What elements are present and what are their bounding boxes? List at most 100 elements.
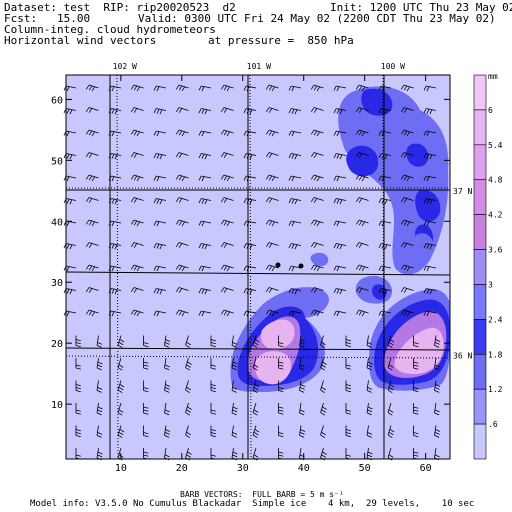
wind-barb — [278, 403, 284, 415]
wind-barb — [198, 220, 212, 227]
county-lines — [65, 75, 451, 459]
wind-barb — [355, 219, 369, 227]
wind-barb — [220, 107, 234, 113]
wind-barb — [220, 309, 234, 317]
city-marker — [298, 263, 304, 269]
wind-barb — [252, 335, 260, 349]
wind-barb — [210, 358, 216, 370]
wind-barb — [153, 175, 167, 182]
wind-barb — [288, 288, 302, 295]
colorbar-label: 1.8 — [488, 350, 503, 359]
model-info: Model info: V3.5.0 No Cumulus Blackadar … — [30, 499, 475, 509]
wind-barb — [243, 288, 257, 295]
wind-barb — [265, 287, 279, 293]
wind-barb — [299, 357, 305, 371]
wind-barb — [366, 425, 373, 438]
wind-barb — [108, 153, 122, 160]
wind-barb — [175, 309, 189, 317]
wind-barb — [96, 357, 103, 371]
latitude-label: 37 N — [453, 187, 472, 196]
wind-barb — [400, 197, 414, 203]
wind-barb — [434, 335, 441, 348]
colorbar: mm 6 5.4 4.8 4.2 3.6 3 2.4 1.8 1.2 .6 — [473, 72, 503, 460]
wind-barb — [310, 242, 324, 248]
wind-barb — [108, 288, 122, 295]
wind-barb — [130, 174, 144, 182]
wind-barb — [265, 219, 279, 227]
wind-barb — [185, 335, 191, 349]
wind-barb — [175, 287, 189, 293]
wind-barb — [345, 425, 351, 438]
wind-barb — [413, 403, 419, 415]
wind-barb — [117, 425, 125, 439]
wind-barb — [400, 129, 414, 137]
wind-barb — [320, 425, 326, 439]
wind-barb — [210, 425, 216, 438]
wind-barb — [130, 84, 144, 92]
wind-barb — [96, 447, 103, 461]
wind-barb — [400, 309, 414, 317]
colorbar-label: 6 — [488, 106, 493, 115]
y-tick-label: 40 — [51, 217, 63, 228]
wind-barb — [265, 84, 279, 92]
wind-barb — [333, 85, 347, 92]
barb-legend: BARB VECTORS: FULL BARB = 5 m s⁻¹ — [180, 490, 344, 499]
wind-barb — [164, 335, 171, 348]
wind-barb — [378, 220, 392, 227]
wind-barb — [130, 197, 144, 203]
wind-barb — [75, 425, 81, 438]
wind-barb — [108, 108, 122, 115]
wind-barb — [108, 175, 122, 182]
wind-barb — [366, 402, 373, 416]
wind-barb — [355, 197, 369, 203]
wind-barb — [220, 152, 234, 158]
wind-barb — [400, 242, 414, 248]
wind-barb — [243, 310, 257, 317]
wind-barb — [423, 243, 437, 250]
colorbar-label: 5.4 — [488, 141, 503, 150]
wind-barb — [278, 380, 284, 393]
wind-barb — [108, 198, 122, 205]
wind-barb — [143, 335, 149, 348]
wind-barb — [288, 220, 302, 227]
wind-barb — [243, 108, 257, 115]
colorbar-swatch — [473, 109, 487, 146]
wind-barb — [164, 380, 171, 393]
wind-barb — [434, 357, 440, 371]
wind-barb — [345, 358, 351, 370]
wind-barb — [378, 108, 392, 115]
wind-barb — [96, 402, 103, 416]
wind-barb — [366, 357, 373, 371]
wind-barb — [243, 265, 257, 272]
wind-barb — [378, 153, 392, 160]
wind-barb — [198, 108, 212, 115]
colorbar-label: 4.8 — [488, 176, 503, 185]
wind-barb — [153, 288, 167, 295]
wind-barb — [85, 174, 99, 182]
wind-barb — [400, 174, 414, 182]
wind-barb — [252, 357, 259, 371]
wind-barb — [164, 425, 171, 438]
wind-barb — [108, 243, 122, 250]
wind-barb — [299, 425, 306, 438]
wind-barb — [143, 425, 149, 438]
colorbar-label: 3.6 — [488, 246, 503, 255]
map-frame — [65, 74, 451, 460]
wind-barb — [434, 402, 440, 416]
wind-barb — [198, 153, 212, 160]
wind-barb — [175, 107, 189, 113]
wind-barb — [265, 129, 279, 137]
contour-small-blob — [310, 252, 329, 267]
colorbar-label: 2.4 — [488, 315, 503, 324]
y-tick-label: 50 — [51, 156, 63, 167]
wind-barb — [117, 335, 125, 349]
wind-barb — [185, 357, 192, 371]
wind-barb — [243, 153, 257, 160]
colorbar-swatch — [473, 179, 487, 215]
wind-barb — [288, 198, 302, 205]
wind-barb — [175, 174, 189, 182]
wind-barb — [355, 129, 369, 137]
wind-barb — [333, 265, 347, 272]
wind-barb — [63, 153, 77, 160]
wind-barb — [85, 219, 99, 227]
